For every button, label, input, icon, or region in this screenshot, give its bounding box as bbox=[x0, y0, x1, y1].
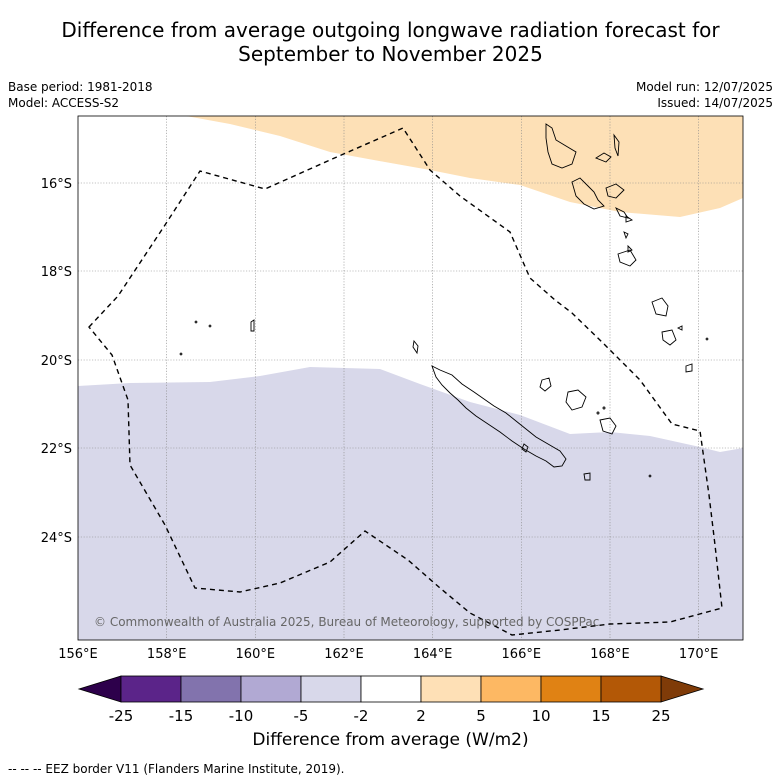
colorbar-tick-label: 10 bbox=[531, 707, 550, 725]
colorbar-swatch bbox=[600, 675, 662, 703]
colorbar-tick-label: 5 bbox=[476, 707, 486, 725]
colorbar-under-triangle bbox=[77, 675, 122, 703]
colorbar-swatch bbox=[120, 675, 182, 703]
negative-anomaly-region bbox=[78, 367, 743, 640]
small-islands bbox=[179, 319, 652, 481]
latitude-labels: 16°S 18°S 20°S 22°S 24°S bbox=[41, 177, 72, 546]
run-info: Model run: 12/07/2025 Issued: 14/07/2025 bbox=[636, 79, 773, 111]
lat-label-22s: 22°S bbox=[41, 442, 72, 457]
lon-label-156e: 156°E bbox=[58, 647, 98, 662]
lat-label-20s: 20°S bbox=[41, 354, 72, 369]
colorbar-label: Difference from average (W/m2) bbox=[252, 730, 529, 750]
lat-label-24s: 24°S bbox=[41, 531, 72, 546]
vanuatu-islands bbox=[545, 123, 709, 373]
footnote: -- -- -- EEZ border V11 (Flanders Marine… bbox=[8, 762, 345, 776]
lon-label-162e: 162°E bbox=[324, 647, 364, 662]
colorbar-swatch bbox=[300, 675, 362, 703]
colorbar-swatch bbox=[360, 675, 422, 703]
lon-label-168e: 168°E bbox=[590, 647, 630, 662]
lon-label-164e: 164°E bbox=[413, 647, 453, 662]
colorbar-tick-label: 2 bbox=[416, 707, 426, 725]
base-period: Base period: 1981-2018 bbox=[8, 80, 153, 94]
base-info: Base period: 1981-2018 Model: ACCESS-S2 bbox=[8, 79, 153, 111]
lon-label-158e: 158°E bbox=[147, 647, 187, 662]
colorbar-swatch bbox=[180, 675, 242, 703]
colorbar: -25 -15 -10 -5 -2 2 5 10 15 25 bbox=[77, 675, 705, 725]
issued-date: Issued: 14/07/2025 bbox=[657, 96, 773, 110]
eez-border bbox=[88, 127, 723, 636]
colorbar-over-triangle bbox=[660, 675, 705, 703]
colorbar-swatch bbox=[240, 675, 302, 703]
colorbar-tick-label: -5 bbox=[294, 707, 309, 725]
lon-label-166e: 166°E bbox=[502, 647, 542, 662]
new-caledonia-island bbox=[431, 365, 567, 468]
gridlines bbox=[78, 116, 743, 640]
colorbar-tick-label: 25 bbox=[651, 707, 670, 725]
longitude-labels: 156°E 158°E 160°E 162°E 164°E 166°E 168°… bbox=[58, 647, 718, 662]
colorbar-tick-label: -2 bbox=[354, 707, 369, 725]
title-line-2: September to November 2025 bbox=[238, 42, 543, 66]
colorbar-swatch bbox=[480, 675, 542, 703]
colorbar-tick-label: -15 bbox=[169, 707, 194, 725]
model-name: Model: ACCESS-S2 bbox=[8, 96, 120, 110]
colorbar-swatch bbox=[420, 675, 482, 703]
colorbar-tick-label: -10 bbox=[229, 707, 254, 725]
map-title: Difference from average outgoing longwav… bbox=[0, 18, 781, 66]
positive-anomaly-region bbox=[186, 116, 743, 217]
copyright-notice: © Commonwealth of Australia 2025, Bureau… bbox=[94, 615, 599, 629]
lon-label-160e: 160°E bbox=[236, 647, 276, 662]
title-line-1: Difference from average outgoing longwav… bbox=[61, 18, 720, 42]
lat-label-18s: 18°S bbox=[41, 265, 72, 280]
colorbar-tick-label: 15 bbox=[591, 707, 610, 725]
lat-label-16s: 16°S bbox=[41, 177, 72, 192]
model-run: Model run: 12/07/2025 bbox=[635, 80, 773, 94]
colorbar-tick-label: -25 bbox=[109, 707, 134, 725]
lon-label-170e: 170°E bbox=[679, 647, 719, 662]
colorbar-swatch bbox=[540, 675, 602, 703]
map-area: © Commonwealth of Australia 2025, Bureau… bbox=[78, 116, 743, 640]
map-frame bbox=[77, 115, 744, 641]
